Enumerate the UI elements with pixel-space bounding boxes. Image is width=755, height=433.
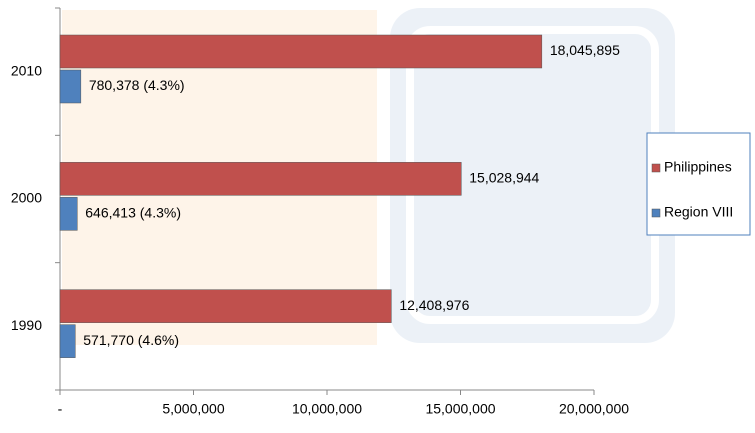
legend-label: Philippines — [664, 159, 732, 175]
x-tick-label: 5,000,000 — [162, 401, 224, 417]
x-tick-label: 20,000,000 — [559, 401, 629, 417]
y-tick-label: 1990 — [11, 317, 42, 333]
x-tick-label: 10,000,000 — [292, 401, 362, 417]
data-label: 12,408,976 — [399, 297, 469, 313]
bar — [59, 289, 392, 323]
legend-swatch — [651, 163, 661, 173]
x-tick-label: 15,000,000 — [425, 401, 495, 417]
data-label: 780,378 (4.3%) — [89, 77, 185, 93]
y-tick-label: 2010 — [11, 62, 42, 78]
legend-swatch — [651, 208, 661, 218]
bar — [59, 69, 82, 104]
legend-box — [646, 132, 751, 236]
bar — [59, 162, 462, 196]
x-tick-label: - — [58, 401, 63, 417]
data-label: 18,045,895 — [550, 42, 620, 58]
data-label: 15,028,944 — [469, 170, 539, 186]
bar — [59, 34, 543, 69]
bar — [59, 197, 78, 231]
y-tick-label: 2000 — [11, 190, 42, 206]
bar — [59, 324, 76, 358]
data-label: 571,770 (4.6%) — [83, 332, 179, 348]
legend-label: Region VIII — [664, 204, 733, 220]
data-label: 646,413 (4.3%) — [85, 205, 181, 221]
